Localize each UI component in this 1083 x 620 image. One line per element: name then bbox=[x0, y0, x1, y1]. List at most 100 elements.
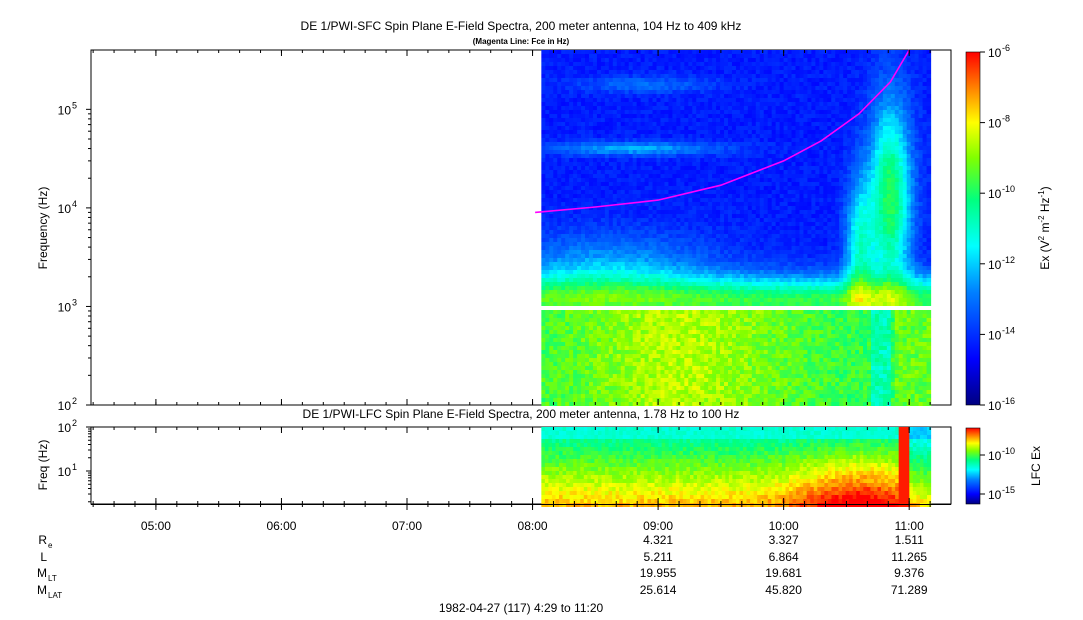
spectrogram-cell bbox=[648, 138, 654, 142]
spectrogram-cell bbox=[632, 74, 638, 78]
spectrogram-cell bbox=[636, 206, 642, 210]
spectrogram-cell bbox=[620, 374, 626, 378]
spectrogram-cell bbox=[545, 362, 550, 366]
spectrogram-cell bbox=[688, 58, 693, 62]
spectrogram-cell bbox=[727, 174, 733, 178]
spectrogram-cell bbox=[620, 90, 626, 94]
spectrogram-cell bbox=[628, 354, 634, 358]
spectrogram-cell bbox=[549, 230, 554, 234]
spectrogram-cell bbox=[763, 206, 769, 210]
spectrogram-cell bbox=[660, 206, 666, 210]
spectrogram-cell bbox=[747, 246, 753, 250]
spectrogram-cell bbox=[716, 234, 721, 238]
spectrogram-cell bbox=[585, 74, 590, 78]
spectrogram-cell bbox=[585, 78, 590, 82]
spectrogram-cell bbox=[592, 390, 598, 394]
spectrogram-cell bbox=[763, 266, 769, 270]
spectrogram-cell bbox=[577, 86, 582, 90]
spectrogram-cell bbox=[577, 250, 582, 254]
spectrogram-cell bbox=[664, 318, 670, 322]
spectrogram-cell bbox=[751, 318, 757, 322]
spectrogram-cell bbox=[724, 66, 729, 70]
spectrogram-cell bbox=[692, 178, 697, 182]
spectrogram-cell bbox=[652, 194, 658, 198]
spectrogram-cell bbox=[759, 250, 765, 254]
spectrogram-cell bbox=[692, 182, 697, 186]
spectrogram-cell bbox=[751, 214, 757, 218]
spectrogram-cell bbox=[672, 362, 677, 366]
spectrogram-cell bbox=[664, 82, 670, 86]
spectrogram-cell bbox=[596, 318, 602, 322]
spectrogram-cell bbox=[692, 118, 697, 122]
spectrogram-cell bbox=[700, 254, 705, 258]
spectrogram-cell bbox=[672, 286, 677, 290]
spectrogram-cell bbox=[632, 290, 638, 294]
spectrogram-cell bbox=[727, 286, 733, 290]
spectrogram-cell bbox=[636, 154, 642, 158]
spectrogram-cell bbox=[577, 378, 582, 382]
spectrogram-cell bbox=[541, 82, 546, 86]
spectrogram-cell bbox=[569, 222, 574, 226]
spectrogram-cell bbox=[608, 298, 614, 302]
spectrogram-cell bbox=[541, 186, 546, 190]
spectrogram-cell bbox=[644, 206, 650, 210]
spectrogram-cell bbox=[569, 322, 574, 326]
spectrogram-cell bbox=[644, 286, 650, 290]
spectrogram-cell bbox=[652, 362, 658, 366]
spectrogram-cell bbox=[751, 262, 757, 266]
spectrogram-cell bbox=[577, 126, 582, 130]
spectrogram-cell bbox=[589, 178, 594, 182]
spectrogram-cell bbox=[549, 146, 554, 150]
spectrogram-cell bbox=[561, 254, 566, 258]
spectrogram-cell bbox=[620, 326, 626, 330]
spectrogram-cell bbox=[636, 278, 642, 282]
spectrogram-cell bbox=[608, 98, 614, 102]
spectrogram-cell bbox=[561, 138, 566, 142]
spectrogram-cell bbox=[565, 238, 570, 242]
spectrogram-cell bbox=[700, 186, 705, 190]
spectrogram-cell bbox=[755, 230, 761, 234]
spectrogram-cell bbox=[704, 266, 709, 270]
spectrogram-cell bbox=[668, 262, 673, 266]
spectrogram-cell bbox=[747, 314, 753, 318]
spectrogram-cell bbox=[640, 250, 646, 254]
spectrogram-cell bbox=[664, 398, 670, 402]
spectrogram-cell bbox=[636, 114, 642, 118]
spectrogram-cell bbox=[743, 86, 749, 90]
spectrogram-cell bbox=[660, 326, 666, 330]
spectrogram-cell bbox=[763, 314, 769, 318]
spectrogram-cell bbox=[759, 294, 765, 298]
spectrogram-cell bbox=[672, 150, 677, 154]
spectrogram-cell bbox=[640, 182, 646, 186]
spectrogram-cell bbox=[680, 82, 685, 86]
spectrogram-cell bbox=[712, 282, 717, 286]
spectrogram-cell bbox=[557, 362, 562, 366]
spectrogram-cell bbox=[636, 126, 642, 130]
spectrogram-cell bbox=[704, 70, 709, 74]
spectrogram-cell bbox=[668, 82, 673, 86]
spectrogram-cell bbox=[541, 386, 546, 390]
spectrogram-cell bbox=[664, 102, 670, 106]
spectrogram-cell bbox=[747, 270, 753, 274]
spectrogram-cell bbox=[680, 370, 685, 374]
spectrogram-cell bbox=[604, 302, 610, 306]
spectrogram-cell bbox=[724, 386, 729, 390]
spectrogram-cell bbox=[581, 262, 586, 266]
spectrogram-cell bbox=[628, 162, 634, 166]
spectrogram-cell bbox=[763, 58, 769, 62]
spectrogram-cell bbox=[632, 218, 638, 222]
spectrogram-cell bbox=[763, 70, 769, 74]
spectrogram-cell bbox=[692, 150, 697, 154]
spectrogram-cell bbox=[739, 122, 745, 126]
spectrogram-cell bbox=[660, 66, 666, 70]
spectrogram-cell bbox=[724, 218, 729, 222]
spectrogram-cell bbox=[565, 118, 570, 122]
spectrogram-cell bbox=[553, 294, 558, 298]
spectrogram-cell bbox=[652, 62, 658, 66]
spectrogram-cell bbox=[688, 90, 693, 94]
spectrogram-cell bbox=[759, 402, 765, 406]
spectrogram-cell bbox=[549, 202, 554, 206]
spectrogram-cell bbox=[668, 146, 673, 150]
spectrogram-cell bbox=[712, 362, 717, 366]
spectrogram-cell bbox=[668, 278, 673, 282]
